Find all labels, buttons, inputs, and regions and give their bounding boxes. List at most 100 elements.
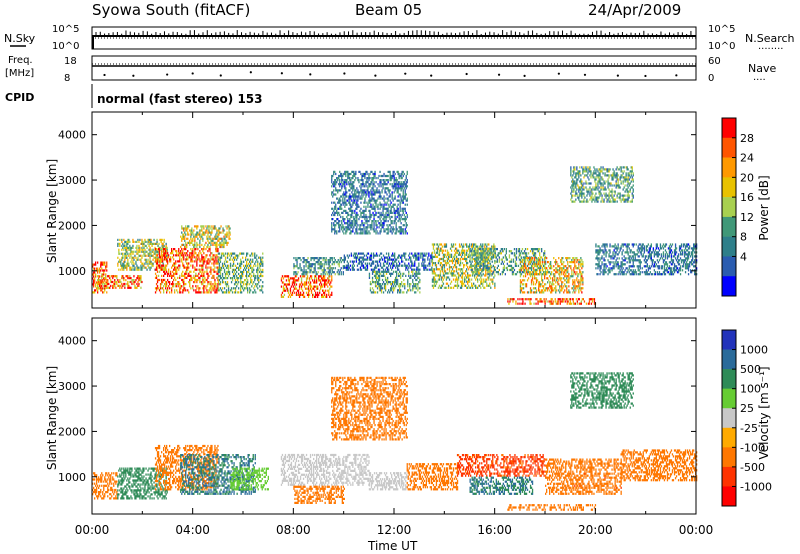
heatmap-cell [476, 249, 478, 252]
heatmap-cell [354, 191, 356, 194]
heatmap-cell [389, 170, 391, 173]
heatmap-cell [152, 248, 154, 251]
heatmap-cell [435, 264, 438, 267]
heatmap-cell [414, 276, 416, 279]
heatmap-cell [381, 224, 383, 227]
heatmap-cell [102, 287, 104, 290]
heatmap-cell [308, 277, 311, 280]
heatmap-cell [444, 243, 447, 246]
heatmap-cell [300, 287, 303, 290]
heatmap-cell [418, 270, 420, 273]
heatmap-cell [228, 227, 230, 230]
heatmap-cell [133, 264, 135, 267]
heatmap-cell [370, 205, 372, 208]
heatmap-cell [196, 241, 198, 244]
heatmap-cell [479, 256, 481, 259]
heatmap-cell [180, 287, 182, 290]
heatmap-cell [247, 258, 249, 261]
heatmap-cell [139, 254, 141, 257]
heatmap-cell [359, 197, 361, 200]
heatmap-cell [199, 241, 201, 244]
heatmap-cell [100, 261, 102, 264]
heatmap-cell [378, 222, 380, 225]
heatmap-cell [400, 199, 402, 202]
heatmap-cell [364, 201, 366, 204]
heatmap-cell [474, 262, 476, 265]
heatmap-cell [417, 283, 419, 286]
heatmap-cell [189, 274, 191, 277]
heatmap-cell [181, 237, 183, 240]
heatmap-cell [398, 254, 400, 257]
heatmap-cell [345, 170, 347, 173]
heatmap-cell [366, 215, 368, 219]
heatmap-cell [167, 272, 169, 275]
heatmap-cell [343, 266, 345, 269]
heatmap-cell [224, 256, 227, 259]
heatmap-cell [382, 262, 385, 265]
heatmap-cell [428, 262, 430, 265]
heatmap-cell [468, 253, 470, 256]
heatmap-cell [395, 183, 397, 186]
heatmap-cell [402, 170, 404, 173]
heatmap-cell [137, 258, 139, 261]
heatmap-cell [354, 189, 356, 192]
heatmap-cell [363, 183, 365, 186]
heatmap-cell [350, 232, 352, 235]
heatmap-cell [140, 275, 142, 278]
heatmap-cell [99, 269, 101, 272]
heatmap-cell [377, 278, 380, 282]
heatmap-cell [395, 218, 397, 221]
heatmap-cell [401, 213, 403, 217]
heatmap-cell [141, 268, 143, 271]
heatmap-cell [395, 224, 397, 227]
heatmap-cell [372, 270, 375, 273]
heatmap-cell [318, 267, 320, 270]
heatmap-cell [141, 280, 143, 284]
heatmap-cell [194, 252, 196, 255]
heatmap-cell [97, 267, 99, 270]
heatmap-cell [389, 183, 391, 186]
heatmap-cell [145, 254, 147, 257]
heatmap-cell [164, 272, 166, 275]
heatmap-cell [331, 207, 333, 210]
heatmap-cell [183, 235, 185, 238]
heatmap-cell [170, 272, 172, 275]
heatmap-cell [325, 271, 327, 274]
heatmap-cell [381, 197, 383, 200]
heatmap-cell [165, 266, 167, 269]
heatmap-cell [103, 284, 105, 287]
heatmap-cell [110, 279, 112, 282]
heatmap-cell [132, 280, 134, 284]
heatmap-cell [340, 189, 342, 192]
heatmap-cell [341, 174, 343, 178]
heatmap-cell [403, 272, 405, 275]
heatmap-cell [370, 183, 372, 186]
heatmap-cell [152, 262, 154, 265]
heatmap-cell [125, 246, 127, 249]
heatmap-cell [136, 277, 138, 280]
heatmap-cell [304, 287, 307, 290]
heatmap-cell [451, 274, 454, 277]
heatmap-cell [181, 274, 183, 277]
heatmap-cell [326, 267, 328, 270]
heatmap-cell [364, 230, 366, 233]
heatmap-cell [118, 248, 120, 251]
heatmap-cell [407, 283, 409, 286]
heatmap-cell [152, 264, 154, 267]
heatmap-cell [413, 268, 415, 271]
heatmap-cell [217, 289, 220, 292]
heatmap-cell [401, 209, 403, 212]
heatmap-cell [393, 179, 395, 182]
heatmap-cell [349, 201, 351, 204]
heatmap-cell [104, 277, 106, 280]
heatmap-cell [249, 289, 251, 292]
heatmap-cell [236, 254, 238, 257]
heatmap-cell [370, 291, 373, 294]
heatmap-cell [477, 250, 479, 253]
heatmap-cell [467, 272, 469, 275]
heatmap-cell [210, 287, 212, 290]
heatmap-cell [232, 252, 235, 255]
heatmap-cell [363, 258, 366, 261]
heatmap-cell [455, 259, 458, 263]
heatmap-cell [124, 284, 126, 287]
